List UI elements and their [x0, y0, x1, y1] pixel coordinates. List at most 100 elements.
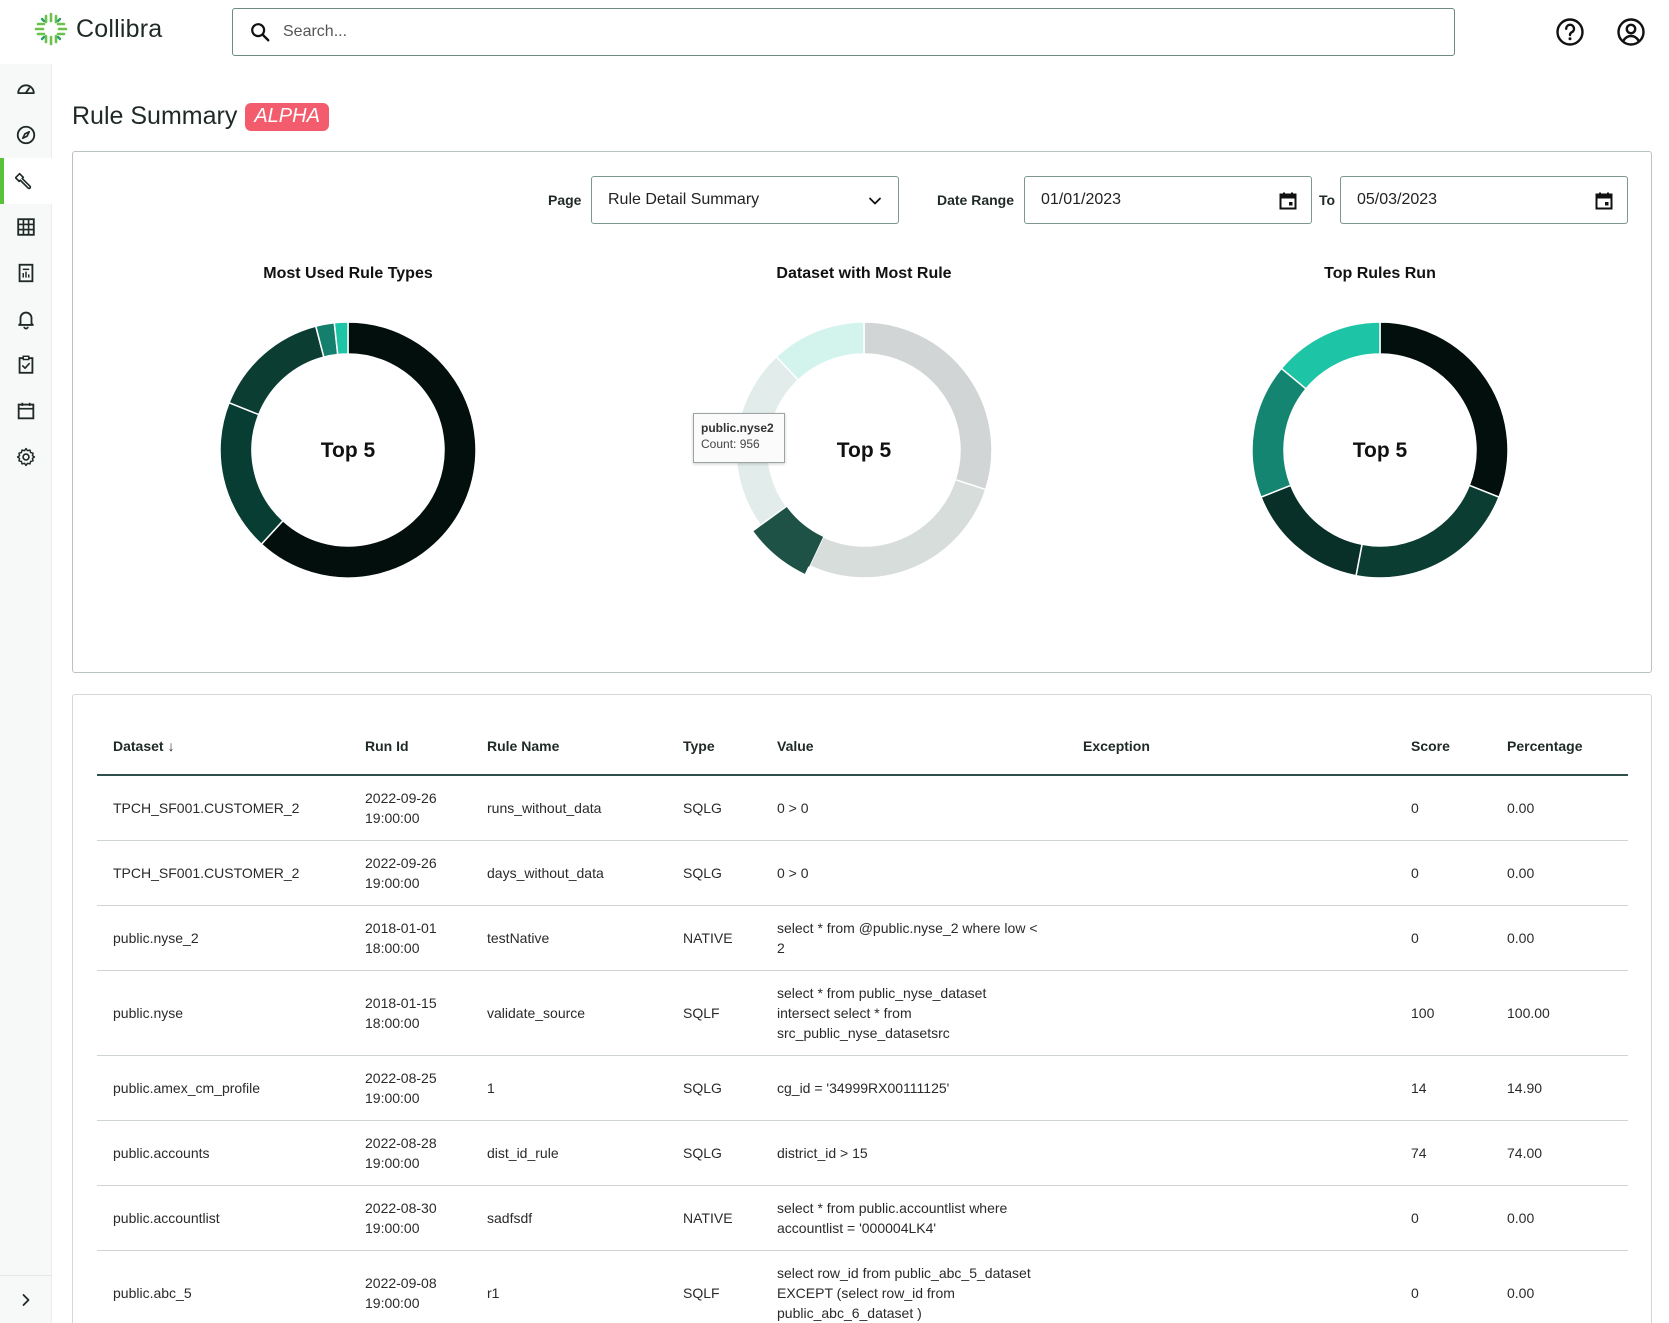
date-to-value: 05/03/2023	[1357, 191, 1438, 208]
cell-run-id: 2018-01-15 18:00:00	[349, 970, 471, 1056]
donut-slice[interactable]	[219, 401, 285, 546]
table-body: TPCH_SF001.CUSTOMER_2 2022-09-26 19:00:00 r…	[97, 775, 1628, 1323]
cell-type: SQLF	[667, 970, 761, 1056]
cell-rule-name: dist_id_rule	[471, 1120, 667, 1186]
table-row[interactable]: public.abc_5 2022-09-08 19:00:00 r1 SQLF sele…	[97, 1250, 1628, 1323]
column-header-label: Dataset	[113, 737, 164, 754]
cell-value: select * from public_nyse_dataset interse…	[761, 970, 1083, 1056]
table-row[interactable]: TPCH_SF001.CUSTOMER_2 2022-09-26 19:00:00 d…	[97, 840, 1628, 906]
chart-title-top-rules: Top Rules Run	[1324, 265, 1436, 282]
column-header-dataset[interactable]: Dataset ↓	[97, 717, 349, 776]
table-row[interactable]: public.nyse 2018-01-15 18:00:00 validate_so…	[97, 970, 1628, 1056]
top-bar: Collibra	[0, 0, 1669, 64]
page-header: Rule Summary ALPHA	[72, 102, 329, 131]
donut-chart-top-rules[interactable]: Top 5	[1240, 310, 1520, 590]
cell-score: 100	[1395, 970, 1491, 1056]
date-from-value: 01/01/2023	[1041, 191, 1122, 208]
cell-value: 0 > 0	[761, 775, 1083, 841]
donut-slice[interactable]	[333, 321, 349, 356]
sidebar-item-explore[interactable]	[0, 112, 52, 158]
cell-run-id: 2022-08-25 19:00:00	[349, 1055, 471, 1121]
column-header-type[interactable]: Type	[667, 717, 761, 776]
cell-dataset: TPCH_SF001.CUSTOMER_2	[97, 775, 349, 841]
table-row[interactable]: public.nyse_2 2018-01-01 18:00:00 testNativ…	[97, 905, 1628, 971]
donut-slice[interactable]	[808, 478, 987, 579]
table-row[interactable]: public.accounts 2022-08-28 19:00:00 dist_id…	[97, 1120, 1628, 1186]
column-header-percentage[interactable]: Percentage	[1491, 717, 1628, 776]
cell-score: 0	[1395, 1250, 1491, 1323]
cell-dataset: public.accountlist	[97, 1185, 349, 1251]
cell-rule-name: sadfsdf	[471, 1185, 667, 1251]
cell-type: NATIVE	[667, 1185, 761, 1251]
page-select[interactable]: Rule Detail Summary	[591, 176, 899, 224]
cell-rule-name: testNative	[471, 905, 667, 971]
cell-rule-name: runs_without_data	[471, 775, 667, 841]
donut-slice[interactable]	[1260, 484, 1363, 577]
donut-slice[interactable]	[260, 321, 477, 579]
donut-slice[interactable]	[1379, 321, 1509, 499]
search-input[interactable]	[283, 23, 1383, 41]
donut-slice[interactable]	[1280, 321, 1381, 390]
donut-slice[interactable]	[775, 321, 865, 382]
sidebar-item-reports[interactable]	[0, 250, 52, 296]
date-from-input[interactable]: 01/01/2023	[1024, 176, 1312, 224]
donut-slice[interactable]	[1355, 484, 1500, 579]
column-header-value[interactable]: Value	[761, 717, 1083, 776]
search-box[interactable]	[232, 8, 1455, 56]
donut-slice[interactable]	[1251, 367, 1308, 499]
sidebar-item-alerts[interactable]	[0, 296, 52, 342]
table-row[interactable]: public.amex_cm_profile 2022-08-25 19:00:00…	[97, 1055, 1628, 1121]
cell-score: 14	[1395, 1055, 1491, 1121]
cell-score: 0	[1395, 905, 1491, 971]
cell-score: 0	[1395, 775, 1491, 841]
sidebar-expand-button[interactable]	[0, 1275, 52, 1323]
column-header-exception[interactable]: Exception	[1083, 717, 1395, 776]
page-select-value: Rule Detail Summary	[608, 191, 760, 208]
cell-type: SQLG	[667, 1120, 761, 1186]
clipboard-check-icon	[18, 355, 34, 374]
cell-value: cg_id = '34999RX00111125'	[761, 1055, 1083, 1121]
collibra-logo[interactable]: Collibra	[34, 12, 162, 46]
donut-slice[interactable]	[863, 321, 993, 491]
table-row[interactable]: public.accountlist 2022-08-30 19:00:00 sadf…	[97, 1185, 1628, 1251]
chart-title-rule-types: Most Used Rule Types	[263, 265, 433, 282]
donut-chart-rule-types[interactable]: Top 5	[208, 310, 488, 590]
cell-dataset: public.accounts	[97, 1120, 349, 1186]
sidebar-item-dashboard[interactable]	[0, 66, 52, 112]
date-to-input[interactable]: 05/03/2023	[1340, 176, 1628, 224]
chart-tooltip: public.nyse2 Count: 956	[693, 413, 785, 463]
table-row[interactable]: TPCH_SF001.CUSTOMER_2 2022-09-26 19:00:00 r…	[97, 775, 1628, 841]
tooltip-count-value: 956	[739, 437, 760, 451]
calendar-picker-icon[interactable]	[1593, 190, 1615, 212]
cell-run-id: 2022-09-26 19:00:00	[349, 840, 471, 906]
user-account-icon[interactable]	[1615, 16, 1647, 48]
sidebar-item-scheduler[interactable]	[0, 388, 52, 434]
cell-dataset: TPCH_SF001.CUSTOMER_2	[97, 840, 349, 906]
cell-score: 74	[1395, 1120, 1491, 1186]
gear-icon	[16, 447, 36, 467]
column-header-rule-name[interactable]: Rule Name	[471, 717, 667, 776]
cell-exception	[1083, 1185, 1395, 1251]
sort-descending-icon[interactable]: ↓	[167, 737, 175, 754]
cell-type: SQLG	[667, 840, 761, 906]
cell-exception	[1083, 1055, 1395, 1121]
sidebar-item-tasks[interactable]	[0, 342, 52, 388]
sidebar-item-settings[interactable]	[0, 434, 52, 480]
sidebar-item-catalog[interactable]	[0, 204, 52, 250]
sidebar-item-rules[interactable]	[0, 158, 52, 204]
rule-detail-table: Dataset ↓ Run Id Rule Name Type Value Exc…	[97, 717, 1628, 1323]
chart-title-datasets: Dataset with Most Rule	[776, 265, 952, 282]
column-header-run-id[interactable]: Run Id	[349, 717, 471, 776]
cell-value: 0 > 0	[761, 840, 1083, 906]
help-icon[interactable]	[1554, 16, 1586, 48]
calendar-picker-icon[interactable]	[1277, 190, 1299, 212]
column-header-score[interactable]: Score	[1395, 717, 1491, 776]
cell-dataset: public.amex_cm_profile	[97, 1055, 349, 1121]
donut-slice[interactable]	[228, 325, 325, 416]
cell-percentage: 0.00	[1491, 1250, 1628, 1323]
rules-wrench-icon	[15, 172, 32, 190]
page-filter-label: Page	[548, 192, 582, 208]
cell-exception	[1083, 905, 1395, 971]
cell-value: select row_id from public_abc_5_dataset E…	[761, 1250, 1083, 1323]
filter-bar: Page Rule Detail Summary Date Range 01/0…	[73, 176, 1651, 224]
